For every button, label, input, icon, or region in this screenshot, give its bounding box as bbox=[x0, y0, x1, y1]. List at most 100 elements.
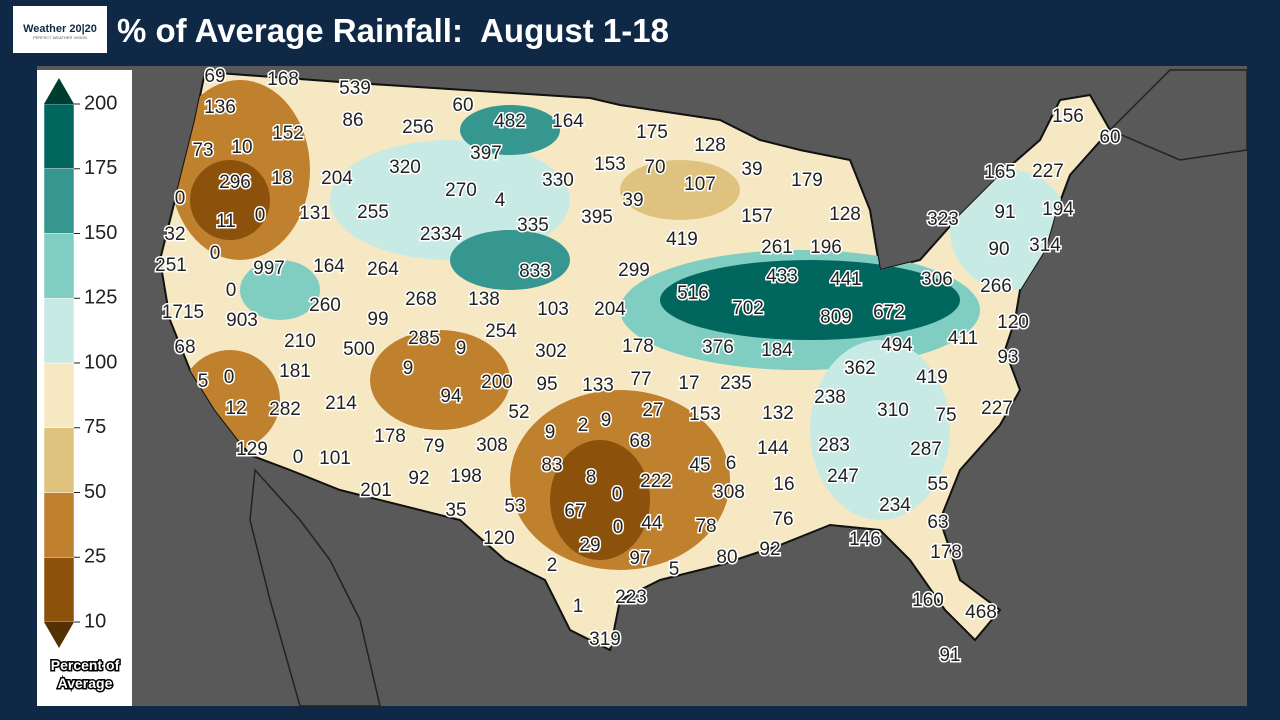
station-value: 539 bbox=[339, 78, 371, 99]
color-extend-high bbox=[44, 78, 74, 104]
station-value: 128 bbox=[694, 135, 726, 156]
station-value: 129 bbox=[236, 439, 268, 460]
station-value: 86 bbox=[342, 110, 363, 131]
station-value: 330 bbox=[542, 170, 574, 191]
shade bbox=[450, 230, 570, 290]
station-value: 335 bbox=[517, 215, 549, 236]
station-value: 468 bbox=[965, 602, 997, 623]
station-value: 153 bbox=[594, 154, 626, 175]
station-value: 261 bbox=[761, 237, 793, 258]
station-value: 157 bbox=[741, 206, 773, 227]
tick-label: 75 bbox=[84, 416, 106, 438]
station-value: 516 bbox=[677, 283, 709, 304]
station-value: 223 bbox=[615, 587, 647, 608]
station-value: 268 bbox=[405, 289, 437, 310]
station-value: 9 bbox=[403, 358, 414, 379]
station-value: 39 bbox=[622, 190, 643, 211]
station-value: 146 bbox=[849, 529, 881, 550]
logo-text: Weather 20|20 bbox=[23, 23, 97, 35]
station-value: 833 bbox=[519, 261, 551, 282]
shade bbox=[240, 260, 320, 320]
station-value: 93 bbox=[997, 347, 1018, 368]
station-value: 78 bbox=[695, 516, 716, 537]
station-value: 247 bbox=[827, 466, 859, 487]
station-value: 0 bbox=[226, 280, 237, 301]
station-value: 18 bbox=[271, 168, 292, 189]
station-value: 210 bbox=[284, 331, 316, 352]
shade bbox=[620, 160, 740, 220]
tick-label: 25 bbox=[84, 546, 106, 568]
station-value: 52 bbox=[508, 402, 529, 423]
station-value: 376 bbox=[702, 337, 734, 358]
station-value: 201 bbox=[360, 480, 392, 501]
station-value: 16 bbox=[773, 474, 794, 495]
station-value: 1 bbox=[573, 596, 584, 617]
station-value: 73 bbox=[192, 140, 213, 161]
station-value: 320 bbox=[389, 157, 421, 178]
station-value: 287 bbox=[910, 439, 942, 460]
station-value: 164 bbox=[313, 256, 345, 277]
tick-label: 175 bbox=[84, 157, 117, 179]
station-value: 79 bbox=[423, 436, 444, 457]
station-value: 4 bbox=[495, 190, 506, 211]
station-value: 256 bbox=[402, 117, 434, 138]
rain-shading bbox=[170, 80, 1070, 570]
station-value: 397 bbox=[470, 143, 502, 164]
station-value: 92 bbox=[408, 468, 429, 489]
station-value: 69 bbox=[204, 66, 225, 87]
color-band bbox=[43, 298, 75, 364]
station-value: 95 bbox=[536, 374, 557, 395]
station-value: 120 bbox=[483, 528, 515, 549]
station-value: 70 bbox=[644, 157, 665, 178]
legend: 10 25 50 75 100 125 150 175 200 bbox=[43, 78, 117, 648]
title: % of Average Rainfall: August 1-18 bbox=[117, 12, 669, 49]
station-value: 0 bbox=[175, 188, 186, 209]
logo-tagline: PERFECT WEATHER VISION bbox=[32, 35, 88, 40]
station-value: 17 bbox=[678, 373, 699, 394]
station-value: 285 bbox=[408, 328, 440, 349]
station-value: 91 bbox=[994, 202, 1015, 223]
station-value: 227 bbox=[981, 398, 1013, 419]
color-extend-low bbox=[44, 622, 74, 648]
station-value: 165 bbox=[984, 162, 1016, 183]
station-value: 2 bbox=[547, 555, 558, 576]
station-value: 2334 bbox=[420, 224, 463, 245]
station-value: 133 bbox=[582, 375, 614, 396]
station-value: 306 bbox=[921, 269, 953, 290]
station-value: 11 bbox=[216, 211, 236, 232]
station-value: 60 bbox=[452, 95, 473, 116]
station-value: 227 bbox=[1032, 161, 1064, 182]
station-value: 63 bbox=[927, 512, 948, 533]
neighbor-land bbox=[249, 69, 1248, 707]
station-value: 9 bbox=[601, 410, 612, 431]
station-value: 153 bbox=[689, 404, 721, 425]
station-value: 198 bbox=[450, 466, 482, 487]
station-value: 0 bbox=[612, 484, 623, 505]
station-value: 270 bbox=[445, 180, 477, 201]
station-value: 254 bbox=[485, 321, 517, 342]
station-value: 0 bbox=[224, 367, 235, 388]
station-value: 299 bbox=[618, 260, 650, 281]
station-value: 152 bbox=[272, 123, 304, 144]
station-value: 91 bbox=[939, 645, 960, 666]
station-value: 9 bbox=[545, 422, 556, 443]
station-value: 29 bbox=[579, 535, 600, 556]
station-value: 5 bbox=[198, 371, 209, 392]
station-value: 107 bbox=[684, 174, 716, 195]
station-value: 68 bbox=[174, 337, 195, 358]
station-value: 101 bbox=[319, 448, 351, 469]
station-value: 181 bbox=[279, 361, 311, 382]
station-value: 103 bbox=[537, 299, 569, 320]
station-value: 308 bbox=[713, 482, 745, 503]
station-value: 128 bbox=[829, 204, 861, 225]
legend-title: Percent of Average bbox=[51, 657, 120, 691]
station-value: 809 bbox=[820, 307, 852, 328]
station-value: 672 bbox=[873, 302, 905, 323]
station-value: 419 bbox=[916, 367, 948, 388]
station-value: 175 bbox=[636, 122, 668, 143]
station-value: 92 bbox=[759, 539, 780, 560]
color-band bbox=[43, 103, 75, 169]
station-value: 903 bbox=[226, 310, 258, 331]
